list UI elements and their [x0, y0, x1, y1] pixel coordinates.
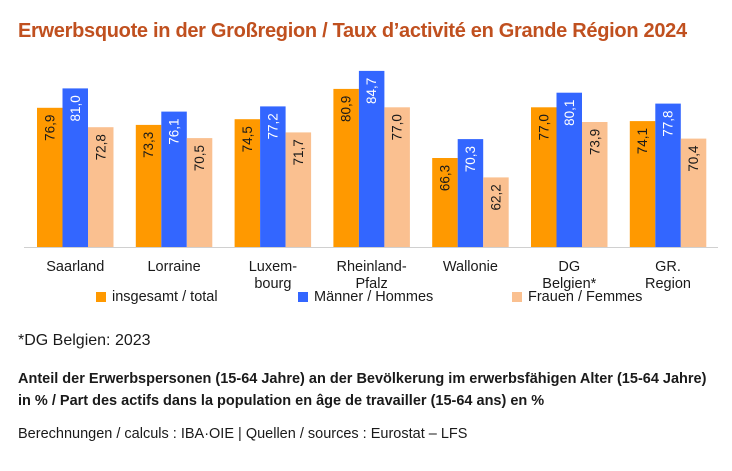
bar-rheinland-pfalz-men [358, 70, 385, 248]
value-label-rheinland-pfalz-men: 84,7 [364, 78, 379, 104]
bar-wallonie-men [457, 139, 484, 247]
value-labels-group: 76,9 81,0 72,8 73,3 76,1 70,5 74,5 77,2 71,7 80,9… [42, 78, 701, 211]
value-label-lorraine-men: 76,1 [167, 118, 182, 144]
value-label-dg-belgien-men: 80,1 [562, 100, 577, 126]
category-label-saarland: Saarland [46, 259, 104, 275]
bar-dg-belgien-women [582, 122, 608, 247]
value-label-luxem-bourg-men: 77,2 [265, 113, 280, 139]
legend-swatch-women [512, 292, 522, 302]
source-note: Berechnungen / calculs : IBA·OIE | Quell… [18, 426, 468, 442]
bar-lorraine-women [186, 138, 213, 247]
category-label-dg-belgien: DG Belgien* [542, 259, 596, 292]
value-label-luxem-bourg-total: 74,5 [240, 126, 255, 152]
value-label-gr-region-women: 70,4 [686, 145, 701, 172]
bar-wallonie-total [432, 158, 458, 247]
category-label-rheinland-pfalz: Rheinland-Pfalz [337, 259, 407, 292]
value-label-wallonie-total: 66,3 [437, 165, 452, 191]
bar-rheinland-pfalz-women [384, 107, 410, 247]
legend-label-women: Frauen / Femmes [528, 289, 643, 305]
value-label-wallonie-men: 70,3 [463, 146, 478, 172]
bar-lorraine-total [135, 124, 162, 247]
legend-item-women: Frauen / Femmes [512, 289, 642, 305]
bars-group [37, 70, 707, 248]
bar-luxem-bourg-women [285, 132, 312, 247]
bar-saarland-total [37, 107, 63, 247]
legend-swatch-total [96, 292, 106, 302]
footnote: *DG Belgien: 2023 [18, 332, 151, 349]
category-label-gr-region: GR. Region [645, 259, 691, 292]
legend-label-men: Männer / Hommes [314, 289, 434, 305]
value-label-dg-belgien-women: 73,9 [587, 129, 602, 155]
value-label-rheinland-pfalz-total: 80,9 [339, 96, 354, 122]
category-label-luxem-bourg: Luxem-bourg [249, 259, 298, 292]
value-label-lorraine-total: 73,3 [141, 132, 156, 158]
chart-title: Erwerbsquote in der Großregion / Taux d’… [18, 20, 687, 42]
bar-wallonie-women [483, 177, 509, 247]
legend-item-total: insgesamt / total [96, 289, 218, 305]
bar-dg-belgien-total [531, 107, 557, 247]
bar-gr-region-men [655, 103, 681, 247]
bar-saarland-women [88, 127, 114, 247]
bar-gr-region-total [629, 121, 656, 247]
value-label-wallonie-women: 62,2 [488, 184, 503, 210]
bar-gr-region-women [680, 138, 707, 247]
bar-luxem-bourg-total [234, 119, 261, 247]
legend-swatch-men [298, 292, 308, 302]
value-label-luxem-bourg-women: 71,7 [291, 139, 306, 165]
value-label-saarland-total: 76,9 [42, 115, 57, 141]
value-label-dg-belgien-total: 77,0 [536, 114, 551, 140]
legend-item-men: Männer / Hommes [298, 289, 433, 305]
bar-rheinland-pfalz-total [333, 88, 359, 248]
chart-description: Anteil der Erwerbspersonen (15-64 Jahre)… [18, 371, 707, 409]
bar-lorraine-men [161, 111, 187, 247]
bar-luxem-bourg-men [260, 106, 286, 248]
value-label-gr-region-men: 77,8 [661, 110, 676, 136]
value-label-saarland-women: 72,8 [93, 134, 108, 160]
legend: insgesamt / total Männer / Hommes Frauen… [0, 289, 732, 309]
bar-dg-belgien-men [556, 92, 582, 247]
bar-chart: 76,9 81,0 72,8 73,3 76,1 70,5 74,5 77,2 71,7 80,9… [24, 70, 718, 292]
bar-saarland-men [62, 88, 88, 248]
legend-label-total: insgesamt / total [112, 289, 218, 305]
value-label-gr-region-total: 74,1 [635, 128, 650, 154]
value-label-rheinland-pfalz-women: 77,0 [390, 114, 405, 140]
category-label-wallonie: Wallonie [443, 259, 498, 275]
value-label-saarland-men: 81,0 [68, 95, 83, 121]
value-label-lorraine-women: 70,5 [192, 145, 207, 171]
category-label-lorraine: Lorraine [147, 259, 200, 275]
category-labels-group: Saarland Lorraine Luxem-bourg Rheinland-Pfa… [46, 259, 691, 292]
